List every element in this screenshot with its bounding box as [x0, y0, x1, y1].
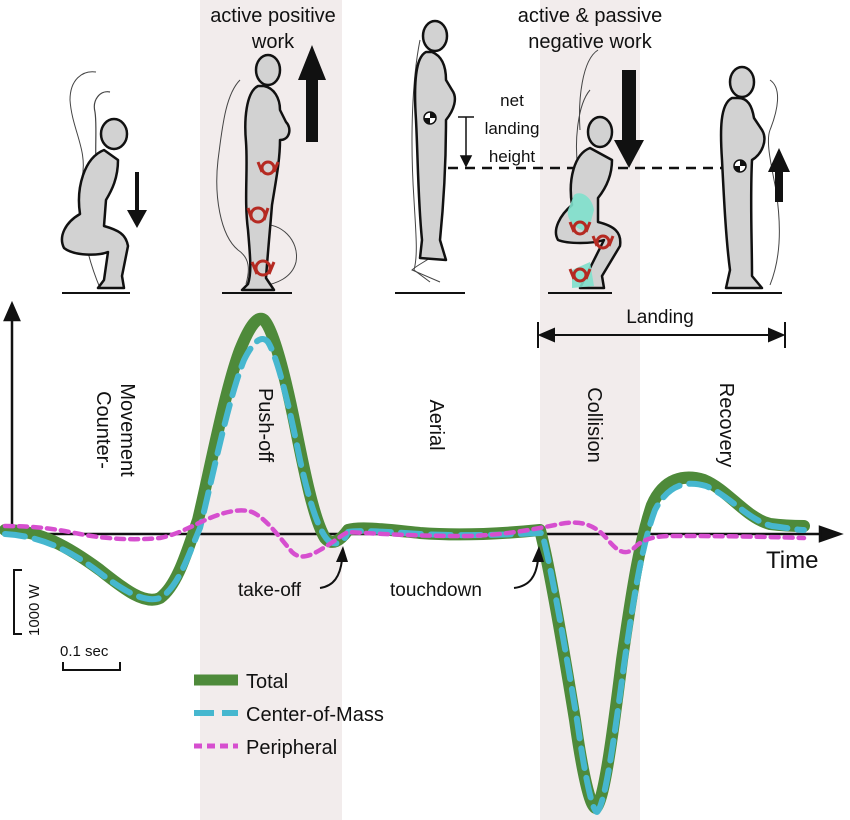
svg-text:height: height: [489, 147, 536, 166]
figure-collision: [548, 49, 622, 294]
svg-text:landing: landing: [485, 119, 540, 138]
svg-text:net: net: [500, 91, 524, 110]
svg-text:Peripheral: Peripheral: [246, 737, 337, 759]
arrow-up-icon: [768, 148, 790, 202]
legend-item-total: Total: [194, 671, 288, 693]
phase-counter-2: Movement: [116, 383, 138, 477]
phase-aerial: Aerial: [425, 399, 447, 450]
phase-counter-1: Counter-: [92, 391, 114, 469]
legend-item-com: Center-of-Mass: [194, 704, 384, 726]
landing-bracket: [537, 322, 786, 348]
svg-text:Total: Total: [246, 671, 288, 693]
active-passive-label: active & passive negative work: [518, 5, 663, 53]
landing-label: Landing: [626, 307, 694, 328]
svg-text:negative work: negative work: [528, 31, 652, 53]
svg-text:active positive: active positive: [210, 5, 336, 27]
touchdown-annotation: touchdown: [390, 546, 544, 601]
arrow-up-icon: [298, 45, 326, 142]
phase-collision: Collision: [583, 387, 605, 463]
figure-countermovement: [60, 71, 130, 294]
svg-text:active & passive: active & passive: [518, 5, 663, 27]
net-landing-label: net landing height: [485, 91, 540, 166]
figure-recovery: [712, 65, 782, 294]
svg-text:1000 W: 1000 W: [26, 583, 43, 636]
figure-pushoff: [216, 53, 297, 294]
com-marker-icon: [423, 111, 437, 125]
svg-text:0.1 sec: 0.1 sec: [60, 643, 109, 660]
svg-text:Center-of-Mass: Center-of-Mass: [246, 704, 384, 726]
com-curve: [2, 336, 807, 815]
legend: Total Center-of-Mass Peripheral: [194, 671, 384, 759]
com-marker-icon: [733, 159, 747, 173]
svg-text:work: work: [251, 31, 295, 53]
phase-recovery: Recovery: [715, 383, 737, 467]
phase-labels: Counter- Movement Push-off Aerial Collis…: [92, 383, 737, 477]
arrow-down-icon: [127, 172, 147, 228]
active-positive-label: active positive work: [210, 5, 336, 53]
svg-text:touchdown: touchdown: [390, 580, 482, 601]
figure-aerial: [395, 19, 465, 294]
power-scale-bar: 1000 W: [13, 569, 43, 636]
time-scale-bar: 0.1 sec: [60, 643, 121, 671]
phase-pushoff: Push-off: [254, 388, 276, 463]
takeoff-annotation: take-off: [238, 546, 348, 601]
arrow-down-icon: [614, 70, 644, 168]
legend-item-peripheral: Peripheral: [194, 737, 337, 759]
joint-icon: [246, 160, 280, 277]
time-label: Time: [766, 547, 818, 574]
peripheral-curve: [2, 508, 807, 559]
muscle-highlight: [567, 193, 594, 288]
svg-text:take-off: take-off: [238, 580, 302, 601]
net-landing-bracket: [458, 116, 474, 168]
